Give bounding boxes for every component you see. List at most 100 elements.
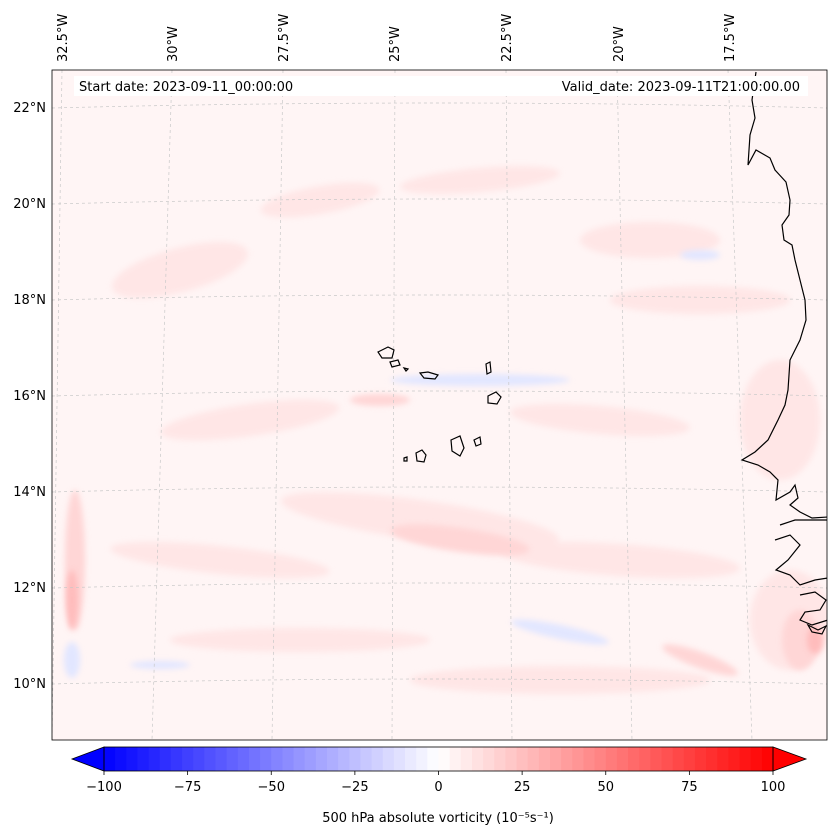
colorbar-cell xyxy=(226,747,239,771)
colorbar-cell xyxy=(471,747,484,771)
lon-label: 30°W xyxy=(166,26,181,62)
colorbar-cell xyxy=(572,747,585,771)
colorbar-cell xyxy=(639,747,651,771)
colorbar-cell xyxy=(338,747,350,771)
colorbar-cell xyxy=(661,747,674,771)
island-sal xyxy=(485,361,492,375)
colorbar-cell xyxy=(293,747,306,771)
lon-label: 32.5°W xyxy=(56,14,71,62)
colorbar-cell xyxy=(137,747,150,771)
island-santiago xyxy=(450,435,465,457)
colorbar-cell xyxy=(672,747,685,771)
colorbar-cell xyxy=(315,747,328,771)
colorbar-cell xyxy=(159,747,172,771)
island-sao-vicente xyxy=(389,359,401,368)
colorbar-cell xyxy=(616,747,629,771)
colorbar-cell xyxy=(494,747,506,771)
island-sao-nicolau xyxy=(418,371,439,380)
colorbar-tick-label: 100 xyxy=(761,780,786,795)
lat-label: 18°N xyxy=(13,293,46,308)
colorbar-cells xyxy=(104,747,774,771)
colorbar-cell xyxy=(248,747,261,771)
cape-verde-islands xyxy=(377,346,502,463)
colorbar-cell xyxy=(237,747,250,771)
header-bar xyxy=(74,76,808,96)
colorbar-cell xyxy=(427,747,440,771)
lon-label: 17.5°W xyxy=(723,14,738,62)
colorbar-cell xyxy=(182,747,194,771)
map-background xyxy=(52,70,827,740)
colorbar-tick-label: −100 xyxy=(86,780,122,795)
colorbar-cell xyxy=(739,747,752,771)
colorbar-tick-label: 25 xyxy=(514,780,531,795)
lat-label: 12°N xyxy=(13,581,46,596)
island-maio xyxy=(473,436,482,447)
lat-label: 10°N xyxy=(13,677,46,692)
start-date-label: Start date: 2023-09-11_00:00:00 xyxy=(79,80,293,95)
colorbar-cell xyxy=(126,747,139,771)
colorbar-cell xyxy=(483,747,495,771)
longitude-labels: 32.5°W 30°W 27.5°W 25°W 22.5°W 20°W 17.5… xyxy=(56,14,738,62)
colorbar-tick-label: −25 xyxy=(341,780,368,795)
colorbar-cell xyxy=(628,747,640,771)
colorbar-cell xyxy=(360,747,373,771)
coastline xyxy=(740,71,827,635)
island-brava xyxy=(403,456,408,462)
colorbar-cell xyxy=(561,747,573,771)
colorbar-cell xyxy=(650,747,663,771)
colorbar-cell xyxy=(148,747,161,771)
map-panel[interactable]: Start date: 2023-09-11_00:00:00 Valid_da… xyxy=(51,69,830,741)
colorbar-cell xyxy=(706,747,718,771)
map-frame xyxy=(51,69,828,741)
colorbar-cell xyxy=(516,747,529,771)
colorbar-extend-min xyxy=(70,746,105,772)
lon-label: 22.5°W xyxy=(500,14,515,62)
colorbar-cell xyxy=(193,747,205,771)
colorbar-cell xyxy=(538,747,551,771)
colorbar-tick-label: −50 xyxy=(258,780,285,795)
lat-label: 14°N xyxy=(13,485,46,500)
valid-date-label: Valid_date: 2023-09-11T21:00:00.00 xyxy=(562,80,800,95)
colorbar-cell xyxy=(761,747,774,771)
vorticity-weak-positive xyxy=(110,166,827,694)
colorbar-cell xyxy=(204,747,217,771)
island-santo-antao xyxy=(377,346,395,359)
colorbar-cell xyxy=(583,747,596,771)
colorbar-tick-label: −75 xyxy=(174,780,201,795)
colorbar-cell xyxy=(405,747,417,771)
colorbar-cell xyxy=(215,747,228,771)
colorbar-cell xyxy=(282,747,295,771)
lat-label: 22°N xyxy=(13,101,46,116)
colorbar-cell xyxy=(438,747,451,771)
colorbar-cell xyxy=(449,747,462,771)
gridlines xyxy=(52,70,827,740)
vorticity-field xyxy=(64,166,827,694)
colorbar-ticks: −100 −75 −50 −25 0 25 50 75 100 xyxy=(86,771,785,795)
colorbar-cell xyxy=(728,747,741,771)
colorbar-tick-label: 50 xyxy=(597,780,614,795)
lon-label: 27.5°W xyxy=(277,14,292,62)
colorbar-cell xyxy=(115,747,127,771)
colorbar-cell xyxy=(260,747,272,771)
colorbar-cell xyxy=(393,747,406,771)
colorbar-extend-max xyxy=(772,746,808,772)
colorbar-cell xyxy=(371,747,384,771)
colorbar-cell xyxy=(382,747,395,771)
lon-label: 20°W xyxy=(612,26,627,62)
colorbar-cell xyxy=(327,747,339,771)
colorbar-cell xyxy=(717,747,729,771)
colorbar-cell xyxy=(104,747,116,771)
colorbar-cell xyxy=(170,747,183,771)
colorbar-cell xyxy=(527,747,540,771)
lat-label: 16°N xyxy=(13,389,46,404)
colorbar-tick-label: 0 xyxy=(434,780,442,795)
colorbar-cell xyxy=(271,747,283,771)
vorticity-negative xyxy=(64,250,720,678)
colorbar-cell xyxy=(683,747,696,771)
colorbar-cell xyxy=(605,747,618,771)
colorbar-label: 500 hPa absolute vorticity (10⁻⁵s⁻¹) xyxy=(322,811,554,826)
lat-label: 20°N xyxy=(13,197,46,212)
colorbar-cell xyxy=(460,747,473,771)
colorbar-cell xyxy=(694,747,707,771)
